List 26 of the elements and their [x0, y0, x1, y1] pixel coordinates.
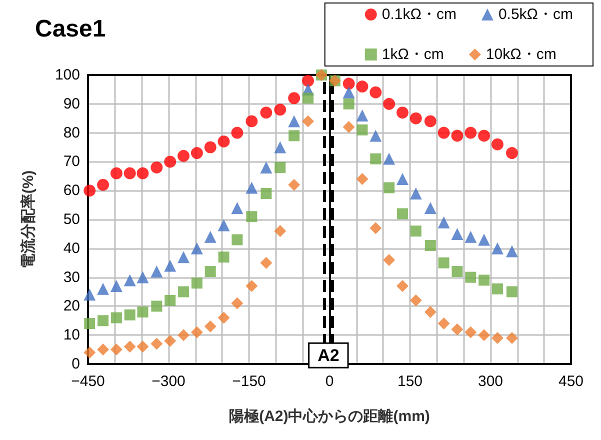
- legend-label: 0.1kΩ・cm: [382, 6, 456, 23]
- y-axis-title: 電流分配率(%): [19, 170, 37, 269]
- y-tick-label: 100: [54, 66, 80, 84]
- x-tick-label: 0: [325, 373, 334, 390]
- x-axis-title: 陽極(A2)中心からの距離(mm): [229, 407, 430, 425]
- annotation: A2: [318, 346, 340, 365]
- y-tick-label: 0: [72, 356, 80, 372]
- legend-label: 0.5kΩ・cm: [498, 6, 573, 23]
- x-tick-label: −450: [71, 373, 105, 390]
- y-tick-label: 80: [63, 124, 80, 142]
- x-tick-label: 450: [558, 373, 584, 390]
- y-tick-label: 10: [63, 326, 80, 344]
- legend-label: 1kΩ・cm: [382, 46, 444, 63]
- legend-label: 10kΩ・cm: [486, 46, 556, 63]
- chart-title: Case1: [35, 16, 106, 42]
- y-tick-label: 20: [63, 298, 80, 315]
- y-tick-label: 30: [63, 268, 80, 286]
- x-tick-label: −150: [232, 373, 266, 390]
- y-tick-label: 60: [63, 182, 80, 200]
- y-tick-label: 40: [63, 240, 80, 257]
- y-tick-label: 50: [63, 211, 80, 228]
- y-tick-label: 70: [63, 153, 80, 170]
- x-tick-label: 300: [478, 373, 504, 390]
- x-tick-label: −300: [152, 373, 186, 390]
- x-tick-label: 150: [397, 373, 423, 390]
- y-tick-label: 90: [63, 95, 80, 112]
